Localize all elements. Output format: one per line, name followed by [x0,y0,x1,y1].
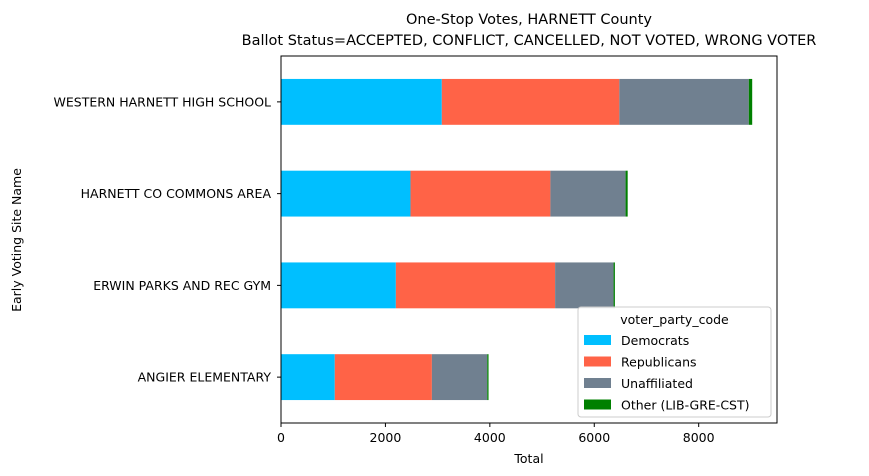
chart-title: One-Stop Votes, HARNETT County [406,12,652,28]
legend-box [577,306,772,418]
bar-other-lib-gre-cst--0 [487,354,489,401]
legend-label: Other (LIB-GRE-CST) [621,398,750,413]
legend-label: Republicans [621,355,697,370]
legend-swatch [584,399,611,410]
y-tick-label: WESTERN HARNETT HIGH SCHOOL [54,94,272,109]
bar-other-lib-gre-cst--2 [625,170,628,217]
bar-democrats-3 [281,78,442,125]
bar-unaffiliated-1 [555,262,614,309]
legend-swatch [584,378,611,388]
bar-unaffiliated-0 [431,354,488,401]
legend-swatch [584,356,611,367]
y-tick-label: ANGIER ELEMENTARY [138,370,272,385]
bar-democrats-2 [281,170,411,217]
x-tick-label: 2000 [370,430,402,445]
bar-unaffiliated-3 [619,78,749,125]
legend-label: Democrats [621,333,689,348]
y-tick-label: ERWIN PARKS AND REC GYM [93,278,271,293]
bars-group [281,78,753,401]
bar-other-lib-gre-cst--3 [748,78,753,125]
x-tick-label: 6000 [578,430,610,445]
y-tick-labels: ANGIER ELEMENTARY ERWIN PARKS AND REC GYM… [54,94,281,385]
bar-unaffiliated-2 [550,170,626,217]
bar-republicans-0 [334,354,432,401]
chart-subtitle: Ballot Status=ACCEPTED, CONFLICT, CANCEL… [242,33,817,49]
x-axis-label: Total [513,451,543,466]
x-tick-label: 4000 [474,430,506,445]
bar-democrats-1 [281,262,396,309]
legend-swatch [584,335,611,345]
bar-democrats-0 [281,354,335,401]
x-tick-label: 8000 [683,430,715,445]
legend-title: voter_party_code [620,312,729,327]
plot-frame [280,55,778,424]
legend: voter_party_code Democrats Republicans Unaf… [577,306,772,418]
y-axis-label: Early Voting Site Name [9,168,24,312]
legend-label: Unaffiliated [621,376,693,391]
bar-other-lib-gre-cst--1 [613,262,615,309]
x-tick-label: 0 [277,430,285,445]
bar-republicans-2 [410,170,551,217]
bar-republicans-3 [441,78,620,125]
bar-republicans-1 [395,262,556,309]
y-tick-label: HARNETT CO COMMONS AREA [81,186,272,201]
x-ticks: 0 2000 4000 6000 8000 [277,423,715,445]
